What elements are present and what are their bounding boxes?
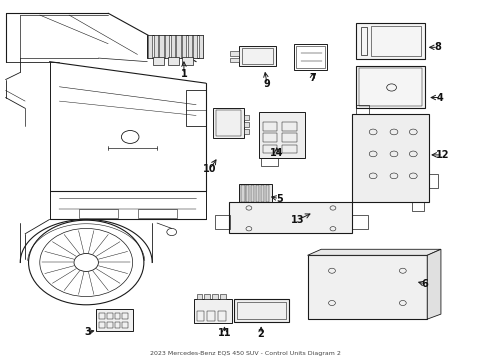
Bar bbox=[96, 309, 133, 331]
Text: 14: 14 bbox=[270, 148, 284, 158]
Bar bbox=[159, 35, 164, 58]
Bar bbox=[154, 35, 158, 58]
Bar bbox=[237, 302, 286, 319]
Bar bbox=[239, 46, 276, 66]
Text: 8: 8 bbox=[435, 42, 441, 52]
Bar bbox=[251, 185, 254, 202]
Bar bbox=[261, 185, 264, 202]
Bar bbox=[256, 185, 259, 202]
Bar bbox=[122, 313, 128, 319]
Text: 10: 10 bbox=[203, 164, 217, 174]
Bar bbox=[171, 35, 175, 58]
Bar bbox=[282, 122, 297, 131]
Bar bbox=[218, 311, 226, 320]
Bar bbox=[79, 209, 118, 218]
Bar bbox=[239, 184, 272, 203]
Text: 13: 13 bbox=[291, 215, 304, 225]
Bar bbox=[207, 311, 215, 320]
Text: 3: 3 bbox=[84, 327, 91, 337]
Bar bbox=[356, 23, 425, 59]
Bar bbox=[244, 122, 249, 127]
Bar bbox=[259, 112, 305, 158]
Bar bbox=[356, 105, 368, 114]
Bar bbox=[186, 90, 206, 126]
Text: 1: 1 bbox=[180, 69, 187, 79]
Bar bbox=[99, 313, 105, 319]
Text: 4: 4 bbox=[437, 93, 444, 103]
Bar bbox=[371, 26, 421, 56]
Bar bbox=[188, 35, 192, 58]
Bar bbox=[193, 35, 197, 58]
Bar bbox=[229, 202, 352, 233]
Bar bbox=[308, 255, 427, 319]
Bar bbox=[234, 300, 289, 321]
Bar bbox=[107, 322, 113, 328]
Text: 2023 Mercedes-Benz EQS 450 SUV - Control Units Diagram 2: 2023 Mercedes-Benz EQS 450 SUV - Control… bbox=[149, 351, 341, 356]
Bar bbox=[266, 185, 269, 202]
Bar bbox=[182, 57, 193, 64]
Bar bbox=[351, 114, 429, 202]
Bar bbox=[244, 115, 249, 120]
Bar bbox=[220, 294, 226, 299]
Bar bbox=[168, 57, 178, 64]
Bar bbox=[182, 35, 186, 58]
Bar bbox=[282, 145, 297, 153]
Bar bbox=[216, 110, 241, 136]
Text: 5: 5 bbox=[276, 194, 283, 204]
Bar bbox=[263, 122, 277, 131]
Bar bbox=[122, 322, 128, 328]
Bar bbox=[244, 129, 249, 134]
Bar bbox=[176, 35, 180, 58]
Bar bbox=[199, 35, 203, 58]
Bar bbox=[241, 185, 245, 202]
Bar bbox=[263, 134, 277, 142]
Bar bbox=[147, 35, 203, 58]
Bar bbox=[194, 299, 232, 323]
Bar bbox=[99, 322, 105, 328]
Bar bbox=[242, 48, 273, 64]
Bar bbox=[352, 215, 368, 229]
Text: 2: 2 bbox=[258, 329, 265, 339]
Text: 9: 9 bbox=[264, 79, 270, 89]
Polygon shape bbox=[308, 249, 441, 255]
Bar bbox=[148, 35, 152, 58]
Bar bbox=[196, 311, 204, 320]
Bar bbox=[246, 185, 249, 202]
Text: 7: 7 bbox=[309, 73, 316, 83]
Bar bbox=[165, 35, 169, 58]
Bar bbox=[361, 27, 367, 55]
Bar bbox=[115, 322, 121, 328]
Bar bbox=[356, 66, 425, 108]
Bar bbox=[429, 174, 438, 188]
Bar bbox=[282, 134, 297, 142]
Bar bbox=[230, 58, 239, 62]
Bar bbox=[115, 313, 121, 319]
Bar bbox=[215, 215, 230, 229]
Bar bbox=[412, 202, 424, 211]
Bar bbox=[213, 108, 244, 138]
Bar bbox=[204, 294, 210, 299]
Bar bbox=[263, 145, 277, 153]
Bar bbox=[359, 68, 422, 106]
Text: 12: 12 bbox=[436, 150, 450, 160]
Bar bbox=[153, 57, 164, 64]
Bar bbox=[212, 294, 218, 299]
Text: 11: 11 bbox=[218, 328, 231, 338]
Bar bbox=[230, 51, 239, 56]
Text: 6: 6 bbox=[421, 279, 428, 289]
Bar bbox=[296, 45, 325, 68]
Bar bbox=[294, 44, 327, 69]
Bar bbox=[138, 209, 176, 218]
Polygon shape bbox=[427, 249, 441, 319]
Bar bbox=[107, 313, 113, 319]
Bar bbox=[196, 294, 202, 299]
